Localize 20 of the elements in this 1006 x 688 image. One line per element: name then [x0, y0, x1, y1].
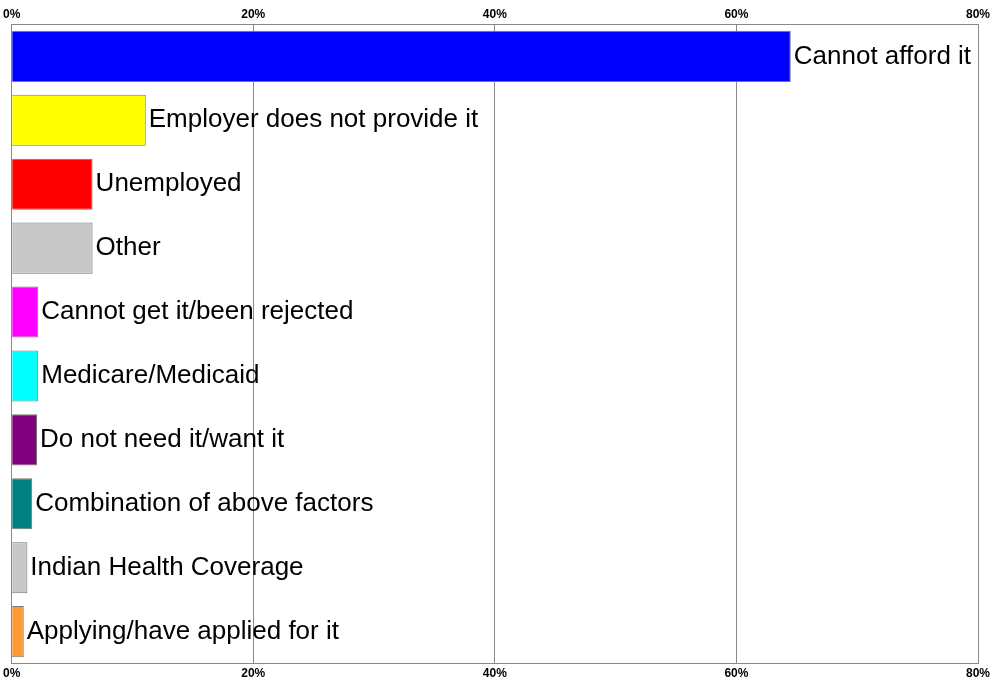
- y-tick-label: Applying/have applied for it: [26, 614, 340, 645]
- y-tick-label: Unemployed: [95, 167, 242, 198]
- y-tick-label: Indian Health Coverage: [30, 550, 304, 581]
- x2-tick-label: 80%: [965, 666, 991, 681]
- x-tick-label: 40%: [482, 6, 508, 21]
- y-tick-label: Employer does not provide it: [148, 103, 480, 134]
- x2-tick-label: 60%: [724, 666, 749, 681]
- y-tick-label: Cannot get it/been rejected: [41, 295, 354, 326]
- x2-tick-label: 20%: [241, 666, 266, 681]
- x2-tick-label: 40%: [482, 666, 508, 681]
- y-tick-label: Other: [95, 231, 161, 262]
- y-tick-label: Do not need it/want it: [40, 423, 286, 454]
- x2-tick-label: 0%: [3, 666, 21, 681]
- x-tick-label: 0%: [3, 6, 21, 21]
- x-tick-label: 20%: [241, 6, 266, 21]
- x-tick-label: 60%: [724, 6, 749, 21]
- y-tick-label: Cannot afford it: [793, 39, 972, 70]
- x-tick-label: 80%: [965, 6, 991, 21]
- y-tick-label: Combination of above factors: [35, 486, 374, 517]
- y-tick-label: Medicare/Medicaid: [41, 359, 260, 390]
